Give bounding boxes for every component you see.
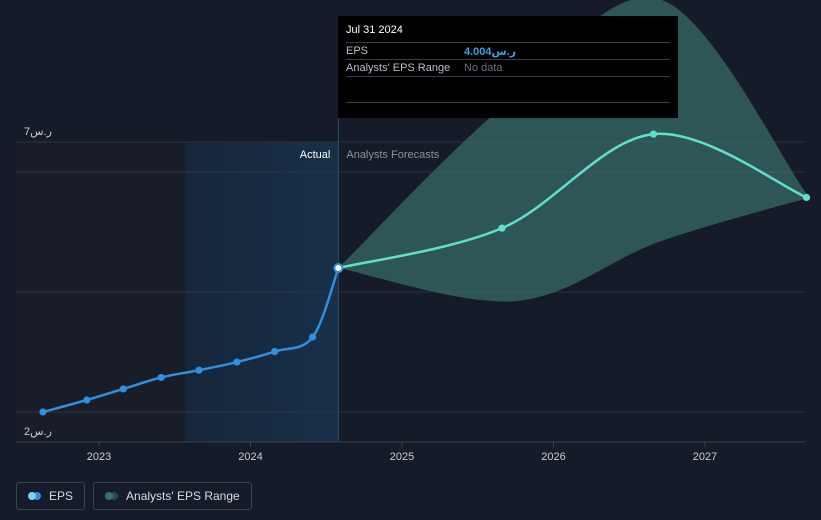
eps-swatch-dot — [28, 492, 36, 500]
actual-label: Actual — [300, 149, 331, 161]
eps-range-band — [338, 0, 807, 302]
eps-point — [39, 408, 47, 416]
x-tick-label: 2023 — [87, 451, 111, 463]
tooltip-eps-label: EPS — [346, 45, 369, 57]
tooltip-date: Jul 31 2024 — [346, 24, 670, 43]
eps-point — [119, 385, 127, 393]
eps-swatch-dot — [33, 492, 41, 500]
eps-swatch-icon — [28, 492, 41, 500]
eps-point — [157, 373, 165, 382]
tooltip-range-label: Analysts' EPS Range — [346, 62, 451, 74]
eps-point — [83, 396, 91, 404]
x-tick-label: 2026 — [541, 451, 565, 463]
eps-forecast-point — [498, 224, 506, 232]
tooltip-range-row: Analysts' EPS Range No data — [346, 60, 670, 77]
grid-lines — [16, 118, 805, 447]
hover-tooltip: Jul 31 2024 EPS ر.س4.004 Analysts' EPS R… — [338, 16, 678, 118]
legend-range-button[interactable]: Analysts' EPS Range — [93, 482, 252, 510]
x-tick-label: 2024 — [238, 451, 262, 463]
eps-point — [309, 333, 317, 341]
tooltip-eps-row: EPS ر.س4.004 — [346, 43, 670, 60]
axis-labels: 2023 2024 2025 2026 2027 ر.س7 ر.س2 Actual Analys… — [24, 126, 717, 463]
y-tick-label: ر.س7 — [24, 126, 52, 138]
eps-forecast-point — [802, 193, 811, 202]
range-swatch-dot — [105, 492, 114, 500]
tooltip-range-value: No data — [464, 62, 503, 74]
legend-eps-label: EPS — [49, 489, 74, 503]
x-tick-label: 2025 — [390, 451, 414, 463]
tooltip-divider — [346, 77, 670, 103]
eps-points — [39, 130, 811, 416]
eps-point — [195, 366, 203, 374]
eps-point — [233, 358, 241, 366]
x-tick-label: 2027 — [693, 451, 717, 463]
forecast-label: Analysts Forecasts — [346, 149, 439, 161]
eps-range-area — [338, 0, 807, 302]
chart-legend: EPS Analysts' EPS Range — [16, 482, 252, 510]
y-tick-label: ر.س2 — [24, 426, 52, 438]
eps-forecast-point — [649, 130, 658, 138]
eps-current-point — [333, 263, 344, 273]
eps-forecast-line — [338, 132, 807, 270]
range-swatch-icon — [105, 492, 119, 500]
tooltip-eps-value: ر.س4.004 — [464, 45, 517, 58]
eps-point — [271, 347, 279, 356]
legend-range-label: Analysts' EPS Range — [126, 489, 240, 503]
legend-eps-button[interactable]: EPS — [16, 482, 86, 510]
range-swatch-dot — [110, 492, 119, 500]
